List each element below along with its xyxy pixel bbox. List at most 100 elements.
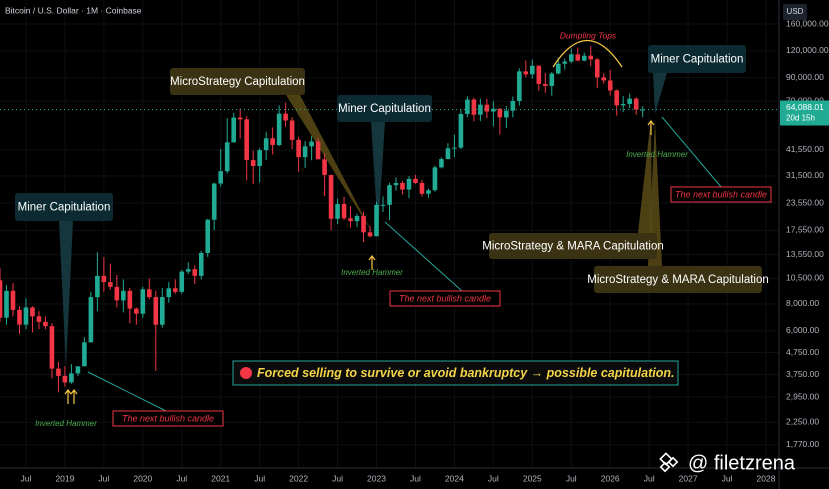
candle-body [289,120,295,140]
candle-body [56,368,61,376]
callout-label: Miner Capitulation [18,202,111,214]
candle-body [166,288,172,298]
candle-body [36,316,42,322]
arrow [64,389,72,404]
candle-body [23,307,29,325]
candle-body [367,232,373,237]
y-tick-label: 13,550.00 [786,249,824,259]
candle-body [581,55,587,61]
candle-body [82,342,87,367]
candle-body [250,160,256,167]
x-tick-label: Jul [176,473,187,483]
candle-body [309,141,314,147]
candle-body [114,286,120,301]
candle-body [620,103,626,106]
candle-body [75,366,81,374]
candle-body [211,183,217,220]
banner-text: Forced selling to survive or avoid bankr… [257,366,674,380]
candle-body [49,326,55,369]
candle-body [361,215,366,233]
candle-body [335,204,340,219]
x-tick-label: 2027 [679,473,698,483]
x-tick-label: Jul [332,473,343,483]
candle-body [153,297,159,325]
candle-body [4,290,9,318]
candle-body [263,138,269,151]
callout-pointer [638,118,652,233]
connectors [87,116,723,413]
currency-badge [783,4,807,20]
callout-pointer [59,221,73,368]
x-tick-label: 2022 [289,473,308,483]
candle-body [43,321,48,327]
price-label: 64,088.01 [786,102,824,112]
candle-body [471,99,477,115]
candle-body [95,275,100,298]
candle-body [10,290,16,310]
x-tick-label: 2025 [523,473,542,483]
note-label: The next bullish candle [399,293,491,303]
callout-pointer [653,73,667,114]
candle-body [426,190,431,194]
annotations: Miner Capitulation MicroStrategy Capitula… [15,30,772,428]
price-badge [780,100,829,126]
pattern-label: Inverted Hammer [341,268,403,277]
candle-body [192,269,198,276]
y-axis-panel [779,0,829,489]
note-label: The next bullish candle [675,189,767,199]
candle-body [491,108,496,112]
candle-body [17,309,22,325]
candle-body [413,178,418,183]
candle-body [549,73,555,86]
top-arc [552,40,623,68]
y-tick-label: 1,770.00 [786,439,819,449]
candle-body [497,108,503,118]
x-tick-label: Jul [254,473,265,483]
x-tick-label: Jul [98,473,109,483]
y-tick-label: 8,000.00 [786,298,819,308]
y-tick-label: 2,950.00 [786,391,819,401]
candle-body [328,174,334,219]
candle-body [270,138,275,146]
candle-body [555,63,561,74]
ticks: 160,000.00120,000.0090,000.0070,000.0041… [21,18,829,483]
candle-body [374,204,379,237]
callout-box [337,95,432,122]
candle-body [452,147,457,149]
candle-body [601,77,607,81]
candle-body [536,65,542,84]
watermark: @ filetzrena [688,452,796,474]
note-box [112,410,224,427]
candle-body [393,182,399,186]
candle-body [218,171,224,184]
currency: USD [787,7,804,16]
connector [87,371,169,413]
callout-pointer [371,122,385,232]
callout-box [648,45,746,73]
pattern-label: Inverted Hammer [35,419,97,428]
x-tick-label: 2021 [211,473,230,483]
candle-body [134,308,139,314]
candle-body [341,204,347,219]
candle-body [88,297,94,343]
candle-body [244,119,249,161]
candle-body [140,289,146,314]
candle-body [406,178,412,190]
arrow [70,389,78,404]
candle-body [302,146,308,158]
arrows [64,120,655,404]
candle-body [30,307,35,317]
candle-body [465,99,470,114]
x-tick-label: Jul [722,473,733,483]
x-tick-label: 2020 [133,473,152,483]
candle-body [439,159,444,168]
candle-body [640,109,645,111]
note-box [389,290,501,307]
y-tick-label: 23,550.00 [786,197,824,207]
candle-body [568,54,574,62]
candle-body [205,219,211,253]
candle-body [354,215,360,222]
x-tick-label: Jul [488,473,499,483]
candle-body [127,290,133,309]
